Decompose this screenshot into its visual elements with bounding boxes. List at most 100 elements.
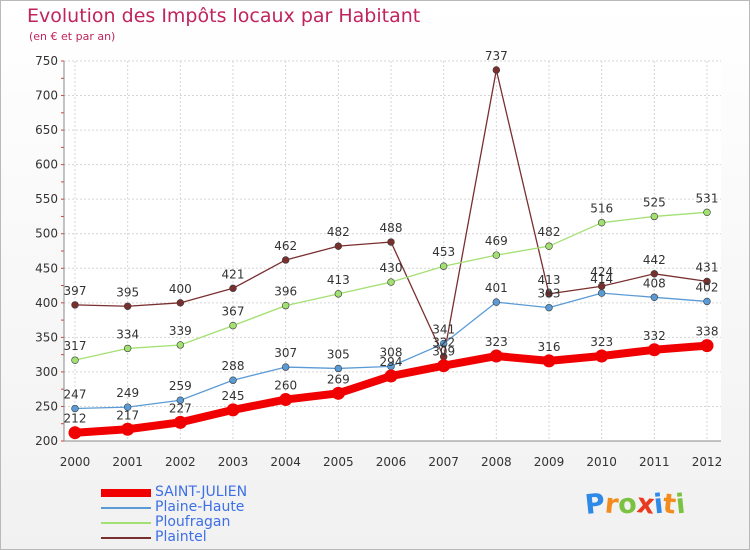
data-label: 402 [696,280,719,294]
data-label: 322 [432,336,455,350]
proxiti-logo: Proxiti [583,488,688,521]
plot-area [64,61,721,441]
data-label: 531 [696,191,719,205]
data-labels: 397 395 400 421 462 482 488 322 737 413 424 442 431 3… [64,49,719,426]
y-tick-label: 750 [35,54,58,68]
data-point [334,364,343,373]
data-label: 212 [64,412,87,426]
data-point [176,396,185,404]
data-label: 317 [64,339,87,353]
x-tick-label: 2012 [692,455,723,469]
data-point [650,293,659,301]
chart-subtitle: (en € et par an) [29,30,116,43]
legend-swatch [101,537,151,539]
data-label: 341 [432,323,455,337]
legend-swatch [101,507,151,509]
data-point [71,404,79,413]
data-point [492,298,501,306]
data-point [68,426,82,440]
data-label: 401 [485,281,508,295]
x-tick-label: 2003 [218,455,249,469]
x-tick-label: 2008 [481,455,512,469]
data-point [439,339,448,348]
data-label: 323 [590,335,613,349]
data-points [68,66,714,440]
data-point [595,349,609,363]
x-tick-label: 2011 [639,455,670,469]
data-point [492,251,501,259]
data-point [334,242,343,250]
data-point [439,262,448,270]
data-point [71,356,79,364]
legend-item: Plaine-Haute [101,499,401,515]
x-tick-label: 2006 [376,455,407,469]
y-tick-label: 700 [35,89,58,103]
legend-item: Ploufragan [101,514,401,530]
legend-label: SAINT-JULIEN [155,484,248,500]
data-label: 245 [222,389,245,403]
data-label: 397 [64,284,87,298]
data-label: 488 [380,221,403,235]
grid-lines [64,60,721,442]
data-point [384,369,398,383]
x-tick-label: 2009 [534,455,565,469]
logo-letter: i [674,488,688,521]
data-label: 307 [274,346,297,360]
data-point [387,238,395,246]
data-point [597,218,606,227]
data-point [229,321,237,330]
data-point [229,284,237,293]
data-label: 525 [643,195,666,209]
data-label: 227 [169,401,192,415]
data-point [123,403,132,411]
data-label: 260 [274,379,297,393]
data-point [437,359,451,373]
data-label: 469 [485,234,508,248]
data-label: 421 [222,267,245,281]
data-label: 395 [116,285,139,299]
data-label: 462 [274,239,297,253]
legend: SAINT-JULIEN Plaine-Haute Ploufragan Plaint… [101,484,401,547]
data-label: 516 [590,202,613,216]
y-tick-label: 200 [35,434,58,448]
data-point [647,343,661,357]
legend-swatch [101,522,151,524]
x-tick-label: 2007 [428,455,459,469]
data-label: 408 [643,276,666,290]
data-point [229,376,237,384]
data-point [121,422,135,436]
x-tick-label: 2005 [323,455,354,469]
data-label: 316 [538,340,561,354]
y-tick-label: 300 [35,365,58,379]
data-point [387,278,395,286]
data-label: 294 [380,355,403,369]
data-point [542,354,556,368]
data-label: 424 [590,265,613,279]
data-label: 249 [116,386,139,400]
data-point [176,341,185,349]
data-label: 288 [222,359,245,373]
x-tick-label: 2002 [165,455,196,469]
data-label: 305 [327,347,350,361]
data-point [703,297,711,306]
legend-label: Plaintel [155,529,207,545]
data-label: 400 [169,282,192,296]
data-label: 309 [432,345,455,359]
data-point [281,301,290,310]
data-label: 431 [696,260,719,274]
data-label: 482 [327,225,350,239]
data-point [703,277,711,286]
data-point [489,349,503,363]
legend-item: Plaintel [101,529,401,545]
data-point [173,415,187,429]
x-tick-label: 2000 [60,455,91,469]
data-label: 414 [590,272,613,286]
y-tick-label: 250 [35,399,58,413]
data-point [123,344,132,353]
y-tick-label: 350 [35,330,58,344]
data-point [650,270,659,278]
data-label: 737 [485,49,508,63]
data-label: 308 [380,345,403,359]
